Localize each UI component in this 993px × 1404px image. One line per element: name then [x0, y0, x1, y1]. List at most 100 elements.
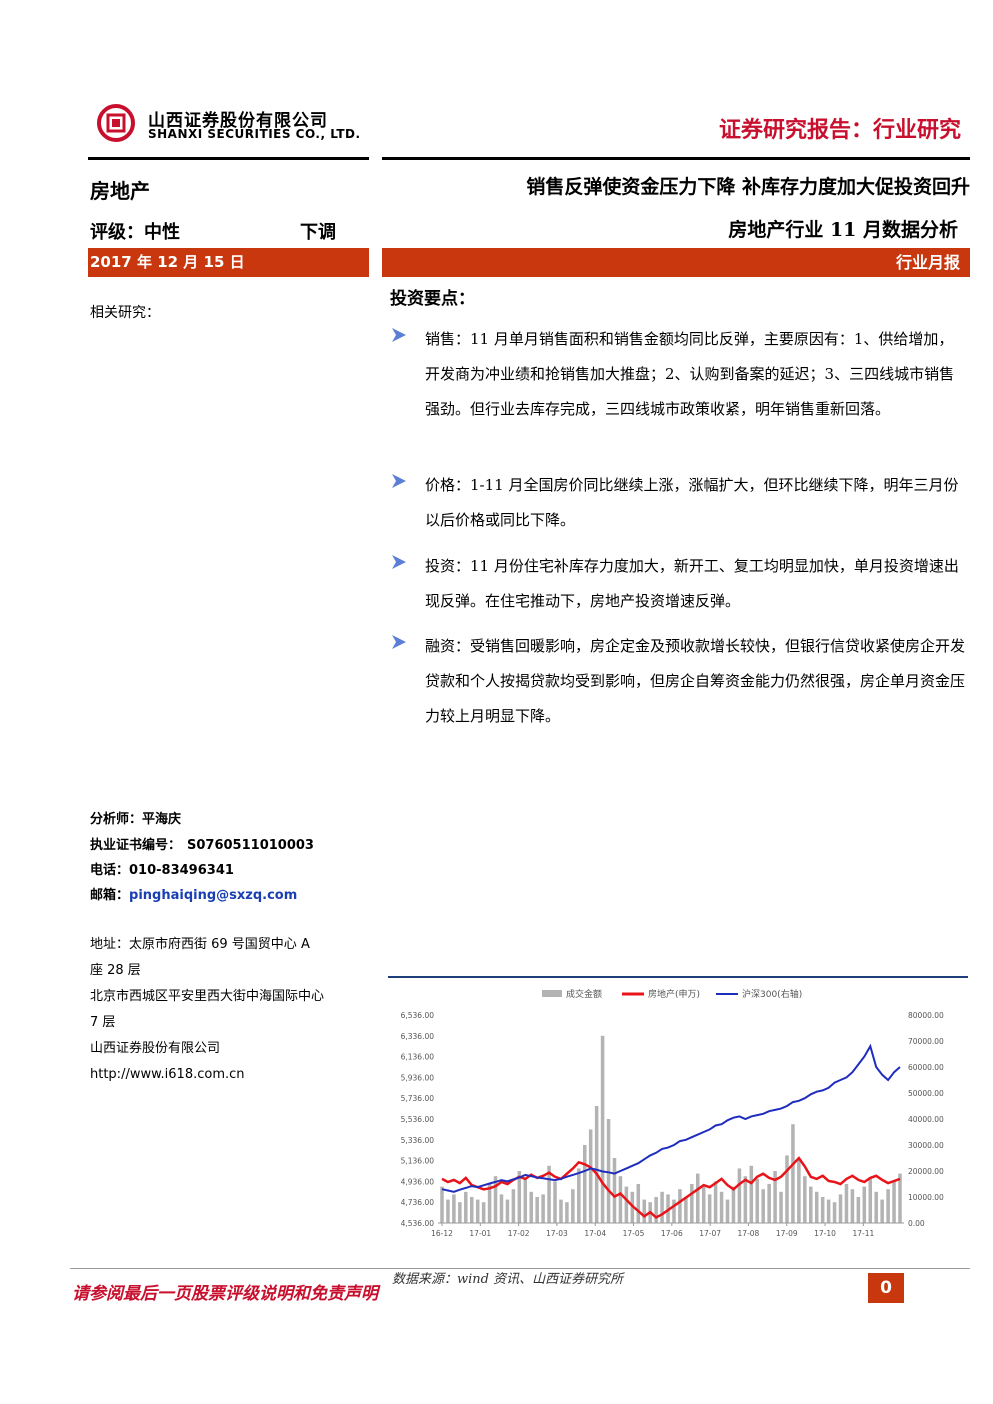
volume-bar	[535, 1197, 539, 1223]
volume-bar	[565, 1202, 569, 1223]
y-left-tick-label: 6,536.00	[401, 1011, 435, 1020]
volume-bar	[559, 1199, 563, 1223]
volume-bar	[761, 1189, 765, 1223]
x-tick-label: 17-09	[776, 1229, 798, 1238]
analyst-name: 平海庆	[142, 812, 182, 827]
company-footer-name: 山西证券股份有限公司	[90, 1041, 221, 1056]
arrow-bullet-icon	[392, 328, 406, 342]
x-tick-label: 17-11	[852, 1229, 874, 1238]
y-left-tick-label: 4,536.00	[401, 1219, 435, 1228]
volume-bar	[517, 1171, 522, 1223]
address-line: 7 层	[90, 1015, 116, 1030]
report-kind: 行业月报	[382, 248, 970, 277]
volume-bar	[725, 1199, 730, 1223]
volume-bar	[684, 1197, 688, 1223]
volume-bar	[612, 1158, 617, 1223]
bullet-text: 价格：1-11 月全国房价同比继续上涨，涨幅扩大，但环比继续下降，明年三月份以后…	[425, 476, 959, 529]
volume-bar	[737, 1168, 742, 1223]
y-right-tick-label: 20000.00	[908, 1167, 944, 1176]
volume-bar	[594, 1106, 599, 1223]
series-csi300-line	[441, 1043, 901, 1193]
volume-bar	[505, 1199, 510, 1223]
volume-bar	[880, 1199, 884, 1223]
volume-bar	[464, 1191, 468, 1223]
phone-number: 010-83496341	[129, 863, 234, 878]
volume-bar	[826, 1199, 831, 1223]
report-subtitle: 房地产行业 11 月数据分析	[728, 219, 958, 241]
x-tick-label: 17-06	[661, 1229, 683, 1238]
x-tick-label: 16-12	[431, 1229, 453, 1238]
company-name-en: SHANXI SECURITIES CO., LTD.	[148, 127, 361, 141]
license-number: S0760511010003	[187, 838, 314, 853]
rating-change: 下调	[300, 222, 336, 243]
y-left-tick-label: 4,936.00	[401, 1177, 435, 1186]
volume-bar	[696, 1173, 700, 1223]
y-left-tick-label: 5,136.00	[401, 1157, 435, 1166]
x-tick-label: 17-04	[584, 1229, 606, 1238]
company-website[interactable]: http://www.i618.com.cn	[90, 1067, 245, 1082]
volume-bar	[868, 1178, 873, 1223]
phone-label: 电话：	[90, 863, 130, 878]
volume-bar	[850, 1189, 855, 1223]
address-line: 地址：太原市府西街 69 号国贸中心 A	[90, 937, 310, 952]
bullet-price: 价格：1-11 月全国房价同比继续上涨，涨幅扩大，但环比继续下降，明年三月份以后…	[390, 468, 965, 538]
y-left-tick-label: 6,336.00	[401, 1032, 435, 1041]
y-axis-left: 6,536.00 6,336.00 6,136.00 5,936.00 5,736.00…	[401, 1011, 435, 1228]
x-tick-label: 17-02	[508, 1229, 530, 1238]
volume-bar	[719, 1191, 724, 1223]
volume-bar	[832, 1202, 837, 1223]
header-rule-left	[88, 157, 369, 160]
market-chart: 成交金额 房地产(申万) 沪深300(右轴) 6,536.006,336.006…	[388, 976, 968, 1238]
footer-disclaimer: 请参阅最后一页股票评级说明和免责声明	[72, 1284, 378, 1304]
volume-bar	[452, 1194, 456, 1223]
volume-bar	[767, 1184, 771, 1223]
volume-bar	[773, 1171, 777, 1223]
volume-bar	[582, 1145, 587, 1223]
arrow-bullet-icon	[392, 474, 406, 488]
series-property-line	[441, 1156, 901, 1219]
volume-bar	[856, 1197, 861, 1223]
x-tick-label: 17-07	[699, 1229, 721, 1238]
y-right-tick-label: 70000.00	[908, 1037, 944, 1046]
email-link[interactable]: pinghaiqing@sxzq.com	[129, 888, 298, 903]
volume-bar	[636, 1184, 641, 1223]
bullet-investment: 投资：11 月份住宅补库存力度加大，新开工、复工均明显加快，单月投资增速出现反弹…	[390, 549, 965, 619]
volume-bar	[814, 1191, 819, 1223]
bullet-text: 融资：受销售回暖影响，房企定金及预收款增长较快，但银行信贷收紧使房企开发贷款和个…	[425, 637, 966, 725]
volume-bar	[660, 1191, 664, 1223]
volume-bar	[487, 1184, 492, 1223]
license-row: 执业证书编号： S0760511010003	[90, 834, 314, 853]
volume-bar	[469, 1197, 474, 1223]
volume-bar	[541, 1194, 545, 1223]
volume-bar	[838, 1194, 843, 1223]
report-date: 2017 年 12 月 15 日	[88, 248, 369, 277]
volume-bar	[600, 1035, 605, 1223]
volume-bar	[571, 1189, 575, 1223]
legend-label-property: 房地产(申万)	[648, 988, 700, 1000]
volume-bar	[672, 1199, 676, 1223]
volume-bar	[678, 1189, 682, 1223]
volume-bar	[785, 1155, 789, 1223]
volume-bar	[446, 1199, 450, 1223]
rating-label: 评级：中性	[90, 222, 180, 243]
address-block: 地址：太原市府西街 69 号国贸中心 A 座 28 层 北京市西城区平安里西大街…	[90, 932, 360, 1088]
y-right-tick-label: 60000.00	[908, 1063, 944, 1072]
address-line: 北京市西城区平安里西大街中海国际中心	[90, 989, 325, 1004]
volume-bar	[862, 1186, 867, 1223]
legend-label-volume: 成交金额	[566, 988, 602, 1000]
volume-bar	[874, 1191, 878, 1223]
y-right-tick-label: 40000.00	[908, 1115, 944, 1124]
y-left-tick-label: 5,336.00	[401, 1136, 435, 1145]
x-tick-label: 17-03	[546, 1229, 568, 1238]
volume-bar	[577, 1168, 581, 1223]
volume-bar	[809, 1186, 813, 1223]
y-right-tick-label: 0.00	[908, 1219, 925, 1228]
key-points-heading: 投资要点：	[390, 289, 475, 309]
volume-bar	[898, 1173, 902, 1223]
volume-bar	[755, 1178, 760, 1223]
volume-bar	[511, 1189, 516, 1223]
legend-swatch-volume	[542, 990, 562, 997]
volume-bar	[690, 1184, 694, 1223]
volume-bar	[458, 1202, 462, 1223]
volume-bar	[529, 1191, 533, 1223]
